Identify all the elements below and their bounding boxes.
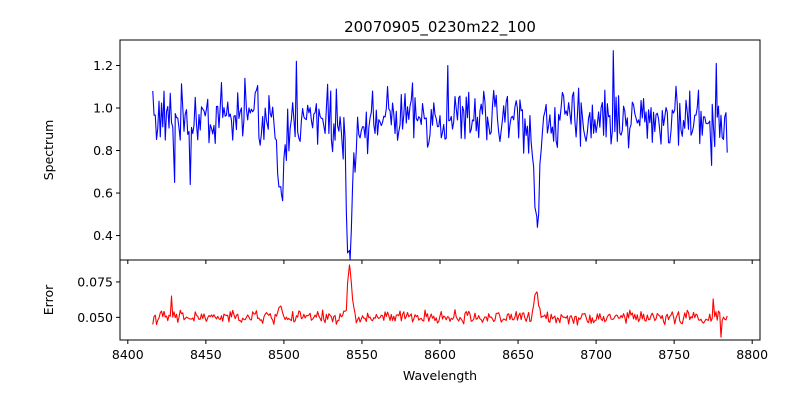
- y-tick-label: 1.0: [93, 101, 113, 116]
- y-tick-label: 1.2: [93, 58, 113, 73]
- y-tick-label: 0.050: [77, 310, 113, 325]
- chart-title: 20070905_0230m22_100: [344, 18, 536, 37]
- x-tick-label: 8400: [112, 347, 144, 362]
- x-tick-label: 8650: [502, 347, 534, 362]
- x-tick-label: 8700: [580, 347, 612, 362]
- x-tick-label: 8800: [736, 347, 768, 362]
- x-tick-label: 8750: [658, 347, 690, 362]
- error-x-axis: 8400 8450 8500 8550 8600 8650 8700 8750 8800: [112, 340, 768, 362]
- y-tick-label: 0.4: [93, 228, 113, 243]
- error-y-axis-label: Error: [41, 284, 56, 315]
- x-tick-label: 8450: [190, 347, 222, 362]
- spectrum-y-axis-label: Spectrum: [41, 120, 56, 181]
- x-axis-label: Wavelength: [403, 368, 477, 383]
- x-tick-label: 8600: [424, 347, 456, 362]
- spectrum-y-axis: 0.4 0.6 0.8 1.0 1.2: [93, 58, 120, 243]
- y-tick-label: 0.8: [93, 143, 113, 158]
- x-tick-label: 8550: [346, 347, 378, 362]
- error-plot-area: [152, 264, 728, 338]
- y-tick-label: 0.075: [77, 274, 113, 289]
- spectrum-series-line: [152, 50, 728, 261]
- x-tick-label: 8500: [268, 347, 300, 362]
- spectrum-plot-area: [152, 50, 728, 261]
- error-y-axis: 0.050 0.075: [77, 274, 120, 325]
- error-series-line: [152, 264, 728, 338]
- spectrum-x-axis: [127, 260, 753, 264]
- y-tick-label: 0.6: [93, 186, 113, 201]
